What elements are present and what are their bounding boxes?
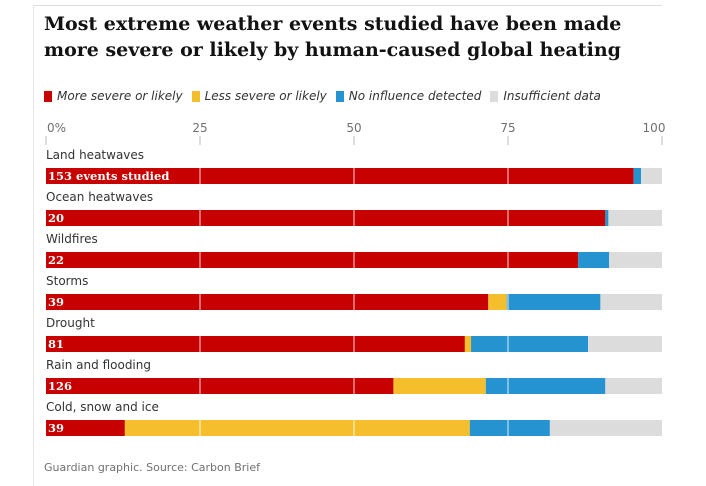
category-label: Storms: [46, 274, 88, 288]
legend-swatch-less-severe: [191, 90, 200, 102]
bar-segment-no-influence-detected: [469, 420, 550, 436]
x-tick-label: 0%: [47, 121, 66, 135]
category-label: Wildfires: [46, 232, 98, 246]
bar-segment-more-severe-or-likely: [46, 252, 579, 268]
legend-swatch-insufficient: [490, 90, 499, 102]
bar-count-label: 22: [48, 253, 64, 267]
source-note: Guardian graphic. Source: Carbon Brief: [44, 461, 260, 474]
x-tick-label: 75: [500, 121, 515, 135]
bar-segment-no-influence-detected: [471, 336, 589, 352]
bar-segment-insufficient-data: [609, 252, 662, 268]
x-tick-label: 25: [192, 121, 207, 135]
bar-segment-insufficient-data: [549, 420, 662, 436]
category-label: Rain and flooding: [46, 358, 151, 372]
bar-count-label: 81: [48, 337, 64, 351]
bar-segment-more-severe-or-likely: [46, 420, 125, 436]
category-label: Ocean heatwaves: [46, 190, 153, 204]
bar-segment-insufficient-data: [588, 336, 662, 352]
chart-title: Most extreme weather events studied have…: [44, 13, 622, 61]
category-label: Cold, snow and ice: [46, 400, 159, 414]
bar-count-label: 20: [48, 211, 64, 225]
bar-segment-no-influence-detected: [485, 378, 606, 394]
legend: More severe or likely Less severe or lik…: [44, 88, 610, 104]
legend-label-no-influence: No influence detected: [348, 89, 482, 103]
legend-item-no-influence: No influence detected: [335, 89, 482, 103]
legend-label-less-severe: Less severe or likely: [204, 89, 327, 103]
x-tick-label: 100: [643, 121, 666, 135]
category-label: Land heatwaves: [46, 148, 144, 162]
bar-count-label: 39: [48, 295, 64, 309]
stacked-bar-chart: 0% 25 50 75 100 Land heatwaves 153 events stud…: [45, 121, 666, 436]
bar-segment-more-severe-or-likely: [46, 294, 489, 310]
bar-segment-insufficient-data: [605, 378, 662, 394]
bar-count-label: 153 events studied: [48, 169, 169, 183]
legend-label-insufficient: Insufficient data: [503, 89, 601, 103]
legend-swatch-no-influence: [335, 90, 344, 102]
bar-segment-insufficient-data: [608, 210, 662, 226]
bar-segment-more-severe-or-likely: [46, 210, 606, 226]
x-tick-label: 50: [346, 121, 361, 135]
bar-segment-insufficient-data: [641, 168, 662, 184]
left-rule: [33, 5, 34, 486]
bar-segment-more-severe-or-likely: [46, 378, 394, 394]
category-label: Drought: [46, 316, 95, 330]
bar-count-label: 39: [48, 421, 64, 435]
bar-segment-insufficient-data: [600, 294, 662, 310]
bar-segment-no-influence-detected: [633, 168, 642, 184]
bar-segment-no-influence-detected: [578, 252, 610, 268]
legend-item-insufficient: Insufficient data: [490, 89, 601, 103]
bar-segment-more-severe-or-likely: [46, 168, 634, 184]
legend-item-less-severe: Less severe or likely: [191, 89, 327, 103]
bar-segment-more-severe-or-likely: [46, 336, 465, 352]
top-rule: [34, 5, 662, 6]
bar-segment-less-severe-or-likely: [124, 420, 470, 436]
bar-count-label: 126: [48, 379, 72, 393]
bar-segment-no-influence-detected: [506, 294, 601, 310]
bar-segment-no-influence-detected: [605, 210, 609, 226]
legend-label-more-severe: More severe or likely: [57, 89, 183, 103]
bar-segment-less-severe-or-likely: [464, 336, 472, 352]
bar-segment-less-severe-or-likely: [488, 294, 507, 310]
legend-item-more-severe: More severe or likely: [44, 89, 183, 103]
bar-segment-less-severe-or-likely: [393, 378, 486, 394]
legend-swatch-more-severe: [44, 90, 52, 102]
